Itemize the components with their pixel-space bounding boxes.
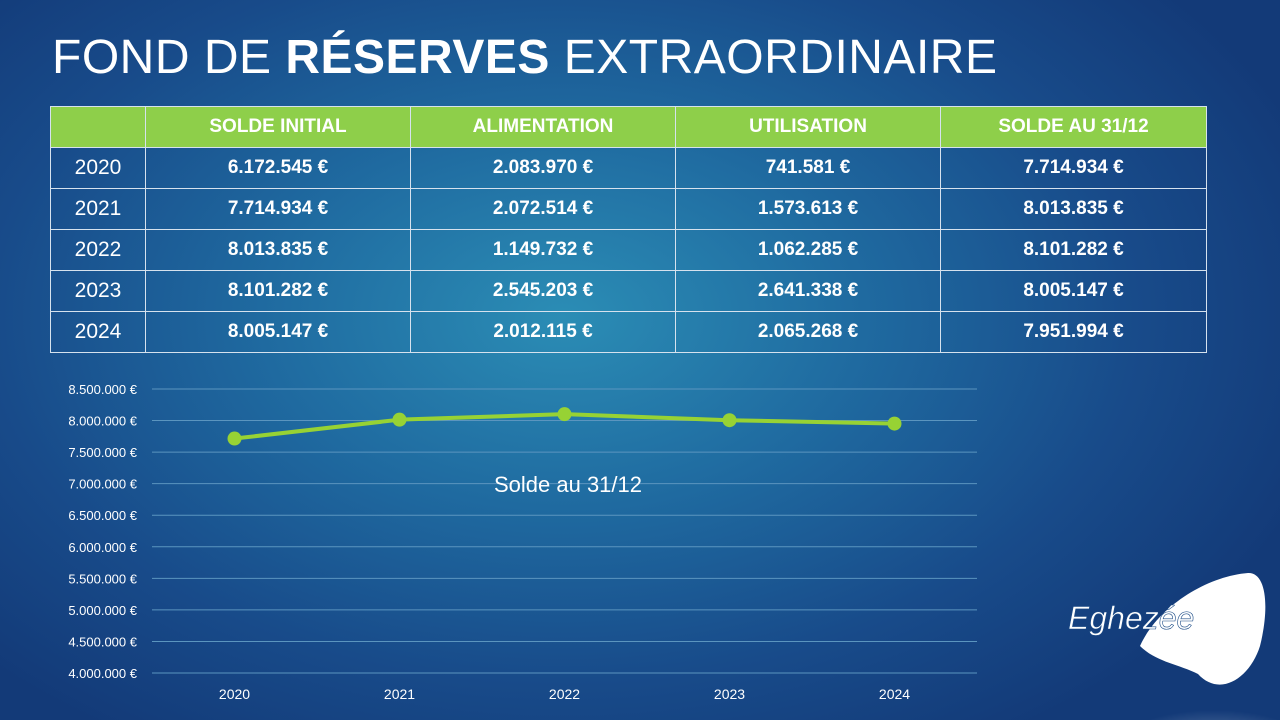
title-bold: RÉSERVES <box>285 31 550 84</box>
utilisation-cell: 741.581 € <box>675 147 941 189</box>
year-cell: 2022 <box>50 229 146 271</box>
header-cell-utilisation: UTILISATION <box>675 106 941 148</box>
y-tick-label: 6.500.000 € <box>68 508 137 523</box>
solde-initial-cell: 6.172.545 € <box>145 147 411 189</box>
alimentation-cell: 2.012.115 € <box>410 311 676 353</box>
x-axis-ticks: 2020 2021 2022 2023 2024 <box>219 686 910 702</box>
table-header-row: SOLDE INITIAL ALIMENTATION UTILISATION S… <box>50 106 1207 148</box>
chart-gridlines <box>152 388 977 674</box>
header-cell-year <box>50 106 146 148</box>
year-cell: 2020 <box>50 147 146 189</box>
reserves-table: SOLDE INITIAL ALIMENTATION UTILISATION S… <box>50 106 1207 353</box>
title-part1: FOND DE <box>52 31 272 84</box>
header-cell-alimentation: ALIMENTATION <box>410 106 676 148</box>
table-row: 2023 8.101.282 € 2.545.203 € 2.641.338 €… <box>50 270 1207 312</box>
table-row: 2021 7.714.934 € 2.072.514 € 1.573.613 €… <box>50 188 1207 230</box>
table-row: 2024 8.005.147 € 2.012.115 € 2.065.268 €… <box>50 311 1207 353</box>
y-tick-label: 8.500.000 € <box>68 382 137 397</box>
solde-initial-cell: 8.101.282 € <box>145 270 411 312</box>
y-tick-label: 4.000.000 € <box>68 666 137 681</box>
x-tick-label: 2024 <box>879 686 910 702</box>
y-axis-ticks: 4.000.000 € 4.500.000 € 5.000.000 € 5.500.0… <box>68 382 137 681</box>
data-point <box>392 412 407 427</box>
data-point <box>887 416 902 431</box>
data-point <box>557 407 572 422</box>
chart-title: Solde au 31/12 <box>494 472 642 497</box>
utilisation-cell: 1.062.285 € <box>675 229 941 271</box>
data-point <box>227 431 242 446</box>
line-chart: 4.000.000 € 4.500.000 € 5.000.000 € 5.500.0… <box>68 382 977 702</box>
solde-final-cell: 7.714.934 € <box>940 147 1207 189</box>
solde-initial-cell: 7.714.934 € <box>145 188 411 230</box>
eghezee-logo: Eghezée <box>1068 572 1278 720</box>
solde-initial-cell: 8.013.835 € <box>145 229 411 271</box>
solde-final-cell: 8.101.282 € <box>940 229 1207 271</box>
header-cell-solde-initial: SOLDE INITIAL <box>145 106 411 148</box>
title-part2: EXTRAORDINAIRE <box>563 31 998 84</box>
solde-final-cell: 8.005.147 € <box>940 270 1207 312</box>
alimentation-cell: 2.545.203 € <box>410 270 676 312</box>
x-tick-label: 2022 <box>549 686 580 702</box>
year-cell: 2021 <box>50 188 146 230</box>
year-cell: 2024 <box>50 311 146 353</box>
alimentation-cell: 2.072.514 € <box>410 188 676 230</box>
y-tick-label: 6.000.000 € <box>68 540 137 555</box>
page-title: FOND DE RÉSERVES EXTRAORDINAIRE <box>52 34 997 82</box>
table-row: 2020 6.172.545 € 2.083.970 € 741.581 € 7… <box>50 147 1207 189</box>
utilisation-cell: 1.573.613 € <box>675 188 941 230</box>
utilisation-cell: 2.641.338 € <box>675 270 941 312</box>
x-tick-label: 2020 <box>219 686 250 702</box>
data-point <box>722 413 737 428</box>
utilisation-cell: 2.065.268 € <box>675 311 941 353</box>
year-cell: 2023 <box>50 270 146 312</box>
y-tick-label: 5.500.000 € <box>68 571 137 586</box>
solde-final-cell: 7.951.994 € <box>940 311 1207 353</box>
series-line <box>227 407 902 446</box>
y-tick-label: 7.000.000 € <box>68 477 137 492</box>
solde-initial-cell: 8.005.147 € <box>145 311 411 353</box>
logo-text: Eghezée <box>1068 600 1194 636</box>
solde-final-cell: 8.013.835 € <box>940 188 1207 230</box>
x-tick-label: 2023 <box>714 686 745 702</box>
alimentation-cell: 2.083.970 € <box>410 147 676 189</box>
y-tick-label: 7.500.000 € <box>68 445 137 460</box>
y-tick-label: 4.500.000 € <box>68 634 137 649</box>
y-tick-label: 5.000.000 € <box>68 603 137 618</box>
table-row: 2022 8.013.835 € 1.149.732 € 1.062.285 €… <box>50 229 1207 271</box>
x-tick-label: 2021 <box>384 686 415 702</box>
header-cell-solde-final: SOLDE AU 31/12 <box>940 106 1207 148</box>
y-tick-label: 8.000.000 € <box>68 414 137 429</box>
alimentation-cell: 1.149.732 € <box>410 229 676 271</box>
